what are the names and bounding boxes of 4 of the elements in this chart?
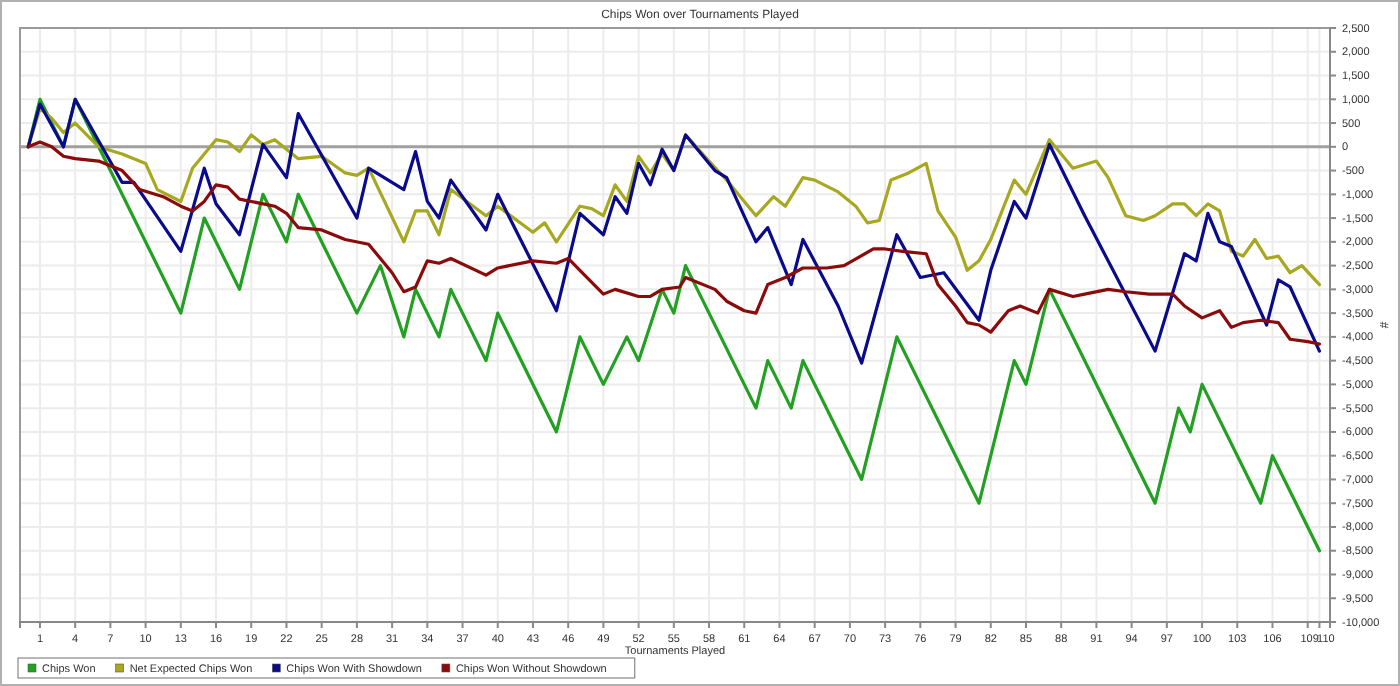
line-series: [26, 107, 1322, 287]
line-series: [26, 140, 1322, 346]
line-series: [26, 97, 1322, 365]
line-series: [26, 97, 1322, 553]
